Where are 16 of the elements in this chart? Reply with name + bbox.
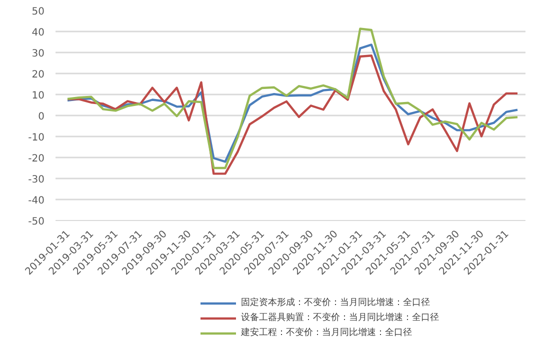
y-tick-label: 10: [32, 90, 45, 102]
y-tick-label: 0: [38, 112, 45, 122]
y-tick-label: 20: [32, 70, 45, 80]
y-tick-label: 50: [32, 6, 45, 18]
line-series: [66, 44, 519, 163]
line-series: [66, 28, 519, 170]
legend-label: 固定资本形成：不变价：当月同比增速：全口径: [241, 296, 430, 309]
y-tick-label: -40: [28, 196, 45, 206]
y-tick-label: -10: [28, 132, 45, 144]
y-tick-label: -20: [28, 154, 45, 164]
legend-label: 建安工程：不变价：当月同比增速：全口径: [241, 326, 412, 339]
y-tick-label: 30: [32, 48, 45, 60]
y-tick-label: 40: [32, 28, 45, 38]
y-tick-label: -30: [28, 174, 45, 186]
y-tick-label: -50: [28, 216, 45, 228]
legend-label: 设备工器具购置：不变价：当月同比增速：全口径: [241, 312, 439, 324]
